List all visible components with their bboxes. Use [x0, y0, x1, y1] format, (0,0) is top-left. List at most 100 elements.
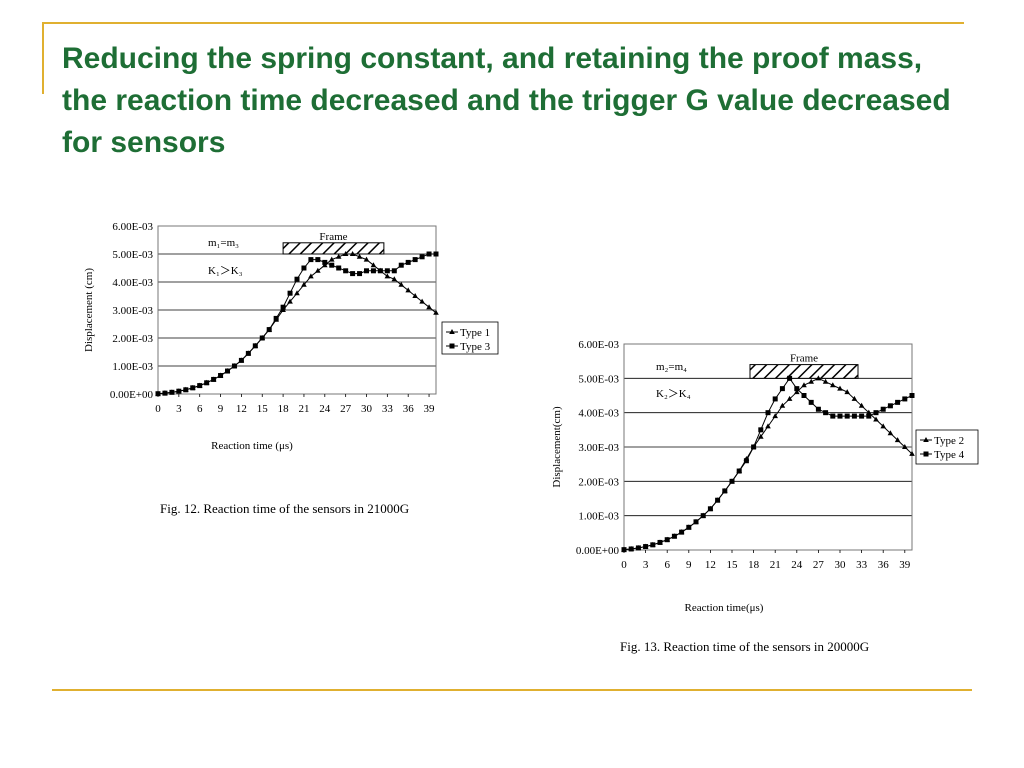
- data-point: [363, 256, 370, 262]
- data-point: [822, 378, 829, 384]
- data-point: [787, 375, 793, 381]
- data-point: [794, 389, 800, 395]
- data-point: [851, 413, 857, 419]
- x-tick-label: 18: [748, 559, 760, 571]
- data-point: [837, 413, 843, 419]
- data-point: [894, 437, 901, 443]
- x-tick-label: 0: [155, 403, 161, 415]
- x-tick-label: 0: [621, 559, 627, 571]
- data-point: [786, 395, 793, 401]
- y-tick-label: 2.00E-03: [578, 476, 619, 488]
- data-point: [902, 444, 908, 449]
- data-point: [693, 519, 699, 525]
- data-point: [301, 281, 307, 287]
- data-point: [384, 273, 391, 279]
- slide-title: Reducing the spring constant, and retain…: [62, 42, 951, 159]
- data-point: [736, 468, 742, 474]
- data-point: [308, 257, 314, 263]
- y-axis-label: Displacement (cm): [83, 268, 95, 352]
- data-point: [252, 343, 258, 349]
- data-point: [844, 413, 850, 419]
- data-point: [384, 268, 390, 274]
- y-tick-label: 3.00E-03: [112, 305, 153, 317]
- x-tick-label: 21: [298, 403, 309, 415]
- data-point: [342, 251, 349, 256]
- data-point: [758, 427, 764, 433]
- x-tick-label: 15: [257, 403, 269, 415]
- data-point: [426, 304, 432, 310]
- x-tick-label: 39: [899, 559, 911, 571]
- legend-box: [915, 429, 979, 465]
- data-point: [364, 268, 369, 274]
- data-point: [218, 373, 224, 379]
- x-tick-label: 3: [643, 559, 649, 571]
- data-point: [356, 253, 363, 259]
- data-point: [772, 396, 778, 402]
- data-point: [211, 376, 217, 382]
- legend-marker: [449, 329, 455, 334]
- figure-12-chart: 0 3 6 9 12 15 18 21 24 27 30 33 36 39 0.00E+001.00E-0…: [83, 221, 499, 516]
- data-point: [176, 388, 182, 394]
- data-point: [686, 524, 692, 530]
- spring-constant-label: K₁＞K₃: [208, 265, 243, 277]
- data-point: [433, 251, 439, 257]
- data-point: [259, 335, 265, 341]
- data-point: [808, 399, 814, 405]
- x-tick-label: 3: [176, 403, 182, 415]
- legend-marker: [923, 437, 929, 442]
- data-point: [294, 290, 300, 296]
- data-point: [349, 251, 356, 256]
- plot-area: [623, 343, 913, 551]
- data-point: [412, 293, 418, 298]
- x-tick-label: 6: [197, 403, 203, 415]
- legend-label: Type 3: [460, 341, 491, 353]
- data-point: [887, 403, 893, 409]
- data-point: [823, 410, 829, 416]
- data-point: [851, 395, 858, 401]
- x-tick-label: 12: [236, 403, 247, 415]
- x-tick-label: 15: [727, 559, 739, 571]
- data-point: [238, 357, 244, 363]
- legend-marker: [449, 343, 455, 349]
- data-point: [370, 262, 377, 268]
- data-point: [266, 327, 272, 333]
- data-point: [287, 290, 293, 296]
- series-line: [157, 253, 436, 395]
- data-point: [162, 390, 168, 396]
- data-point: [190, 385, 196, 391]
- data-point: [671, 533, 677, 539]
- x-tick-label: 30: [835, 559, 847, 571]
- data-point: [350, 271, 356, 277]
- x-tick-label: 9: [686, 559, 692, 571]
- data-point: [635, 545, 641, 551]
- x-tick-label: 27: [340, 403, 352, 415]
- x-tick-label: 9: [218, 403, 224, 415]
- data-point: [858, 402, 865, 408]
- x-tick-label: 33: [382, 403, 394, 415]
- legend-label: Type 4: [934, 449, 965, 461]
- data-point: [866, 413, 872, 419]
- data-point: [664, 537, 670, 543]
- data-point: [743, 458, 749, 464]
- x-axis-label: Reaction time (μs): [211, 440, 293, 452]
- data-point: [336, 265, 342, 271]
- data-point: [398, 281, 405, 287]
- data-point: [873, 410, 879, 416]
- data-point: [830, 413, 836, 419]
- data-point: [902, 396, 908, 402]
- y-tick-label: 2.00E-03: [112, 333, 153, 345]
- data-point: [280, 304, 286, 310]
- data-point: [794, 386, 800, 392]
- mass-label: m₂=m₄: [656, 361, 687, 373]
- data-point: [329, 262, 335, 268]
- data-point: [830, 382, 836, 388]
- data-point: [729, 478, 735, 484]
- data-point: [155, 391, 161, 397]
- y-tick-label: 3.00E-03: [578, 442, 619, 454]
- x-tick-label: 39: [424, 403, 436, 415]
- frame-label: Frame: [790, 353, 818, 365]
- data-point: [426, 251, 432, 257]
- legend-label: Type 1: [460, 327, 490, 339]
- x-axis-label: Reaction time(μs): [685, 602, 764, 614]
- y-tick-label: 1.00E-03: [112, 361, 153, 373]
